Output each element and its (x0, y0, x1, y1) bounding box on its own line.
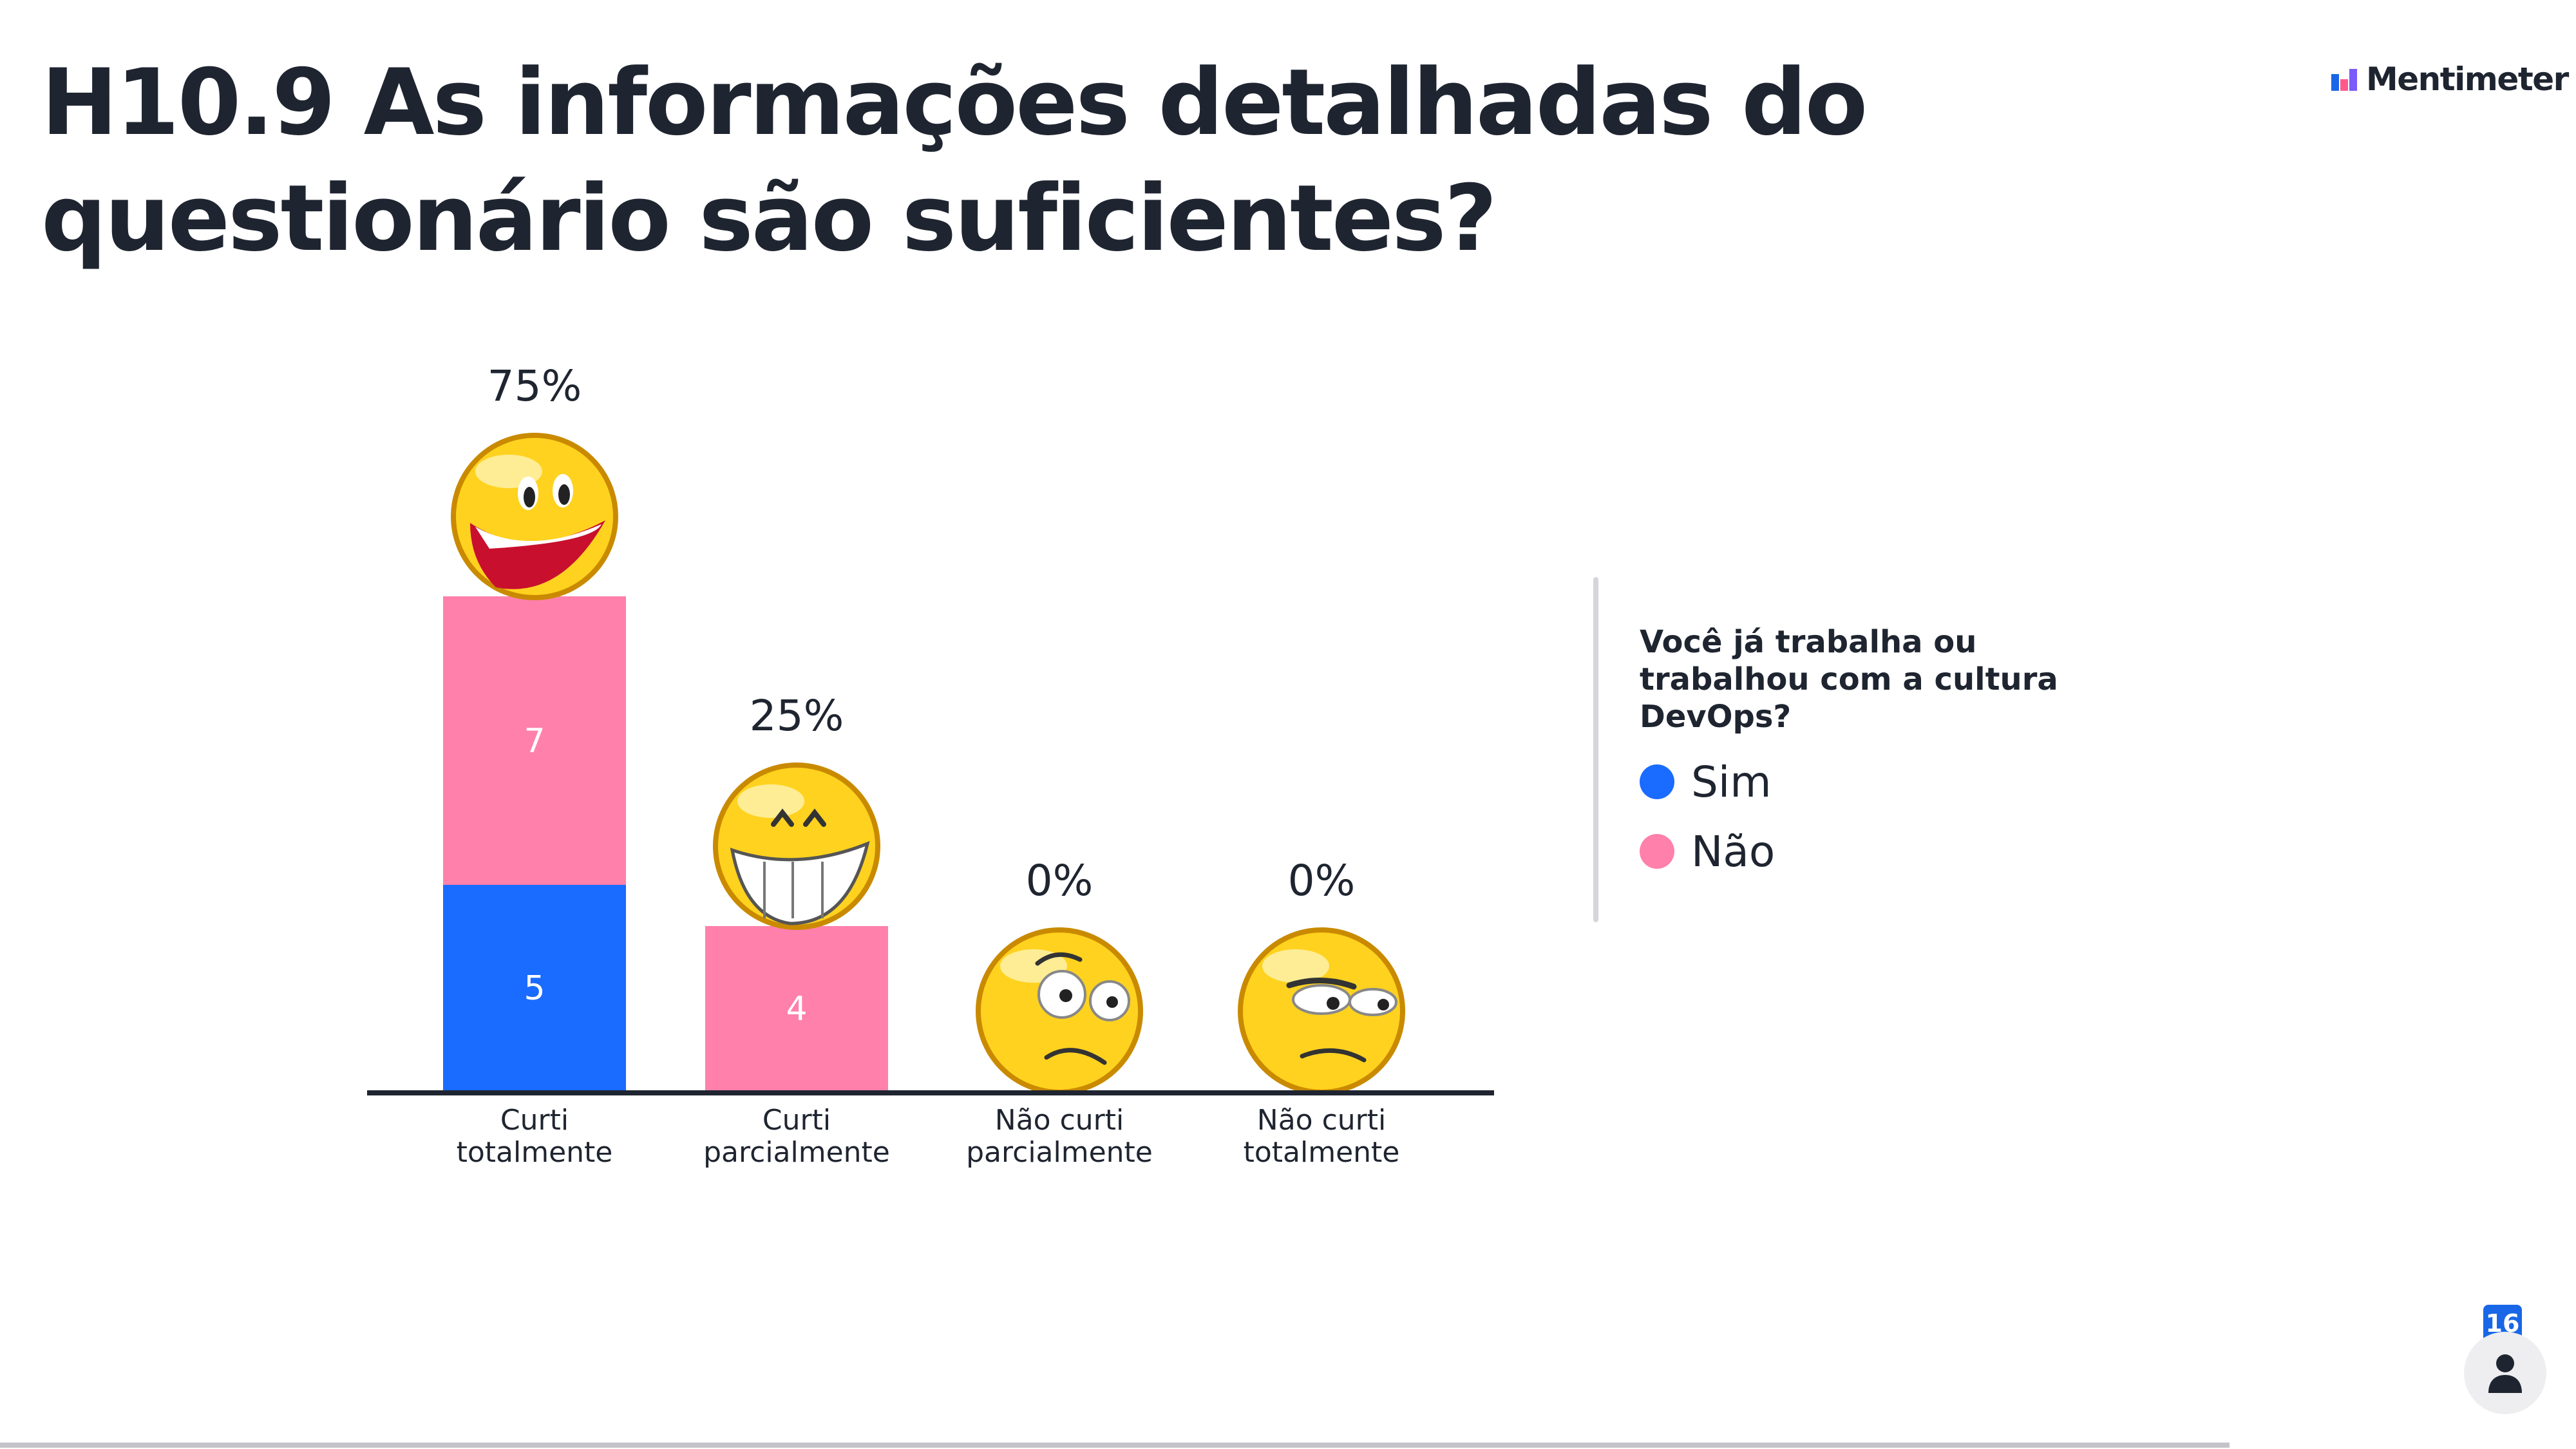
percent-label: 25% (750, 691, 844, 741)
worried-emoji (976, 927, 1143, 1095)
grin-emoji (713, 762, 880, 930)
category-label: Curti parcialmente (703, 1104, 890, 1169)
slide-title: H10.9 As informações detalhadas do quest… (41, 50, 1868, 272)
category-label: Curti totalmente (457, 1104, 613, 1169)
percent-label: 75% (488, 361, 582, 411)
legend-item-nao: Não (1640, 826, 1775, 877)
legend-label-nao: Não (1691, 826, 1776, 876)
legend-item-sim: Sim (1640, 756, 1772, 808)
legend-title: Você já trabalha ou trabalhou com a cult… (1640, 624, 2058, 735)
bar-value-label: 5 (524, 969, 545, 1008)
big-laugh-emoji (451, 433, 618, 600)
category-label: Não curti parcialmente (966, 1104, 1153, 1169)
brand-name: Mentimeter (2366, 61, 2569, 98)
mentimeter-logo-icon (2331, 69, 2357, 91)
bar-value-label: 7 (524, 722, 545, 761)
category-label: Não curti totalmente (1244, 1104, 1400, 1169)
legend-swatch-sim (1640, 764, 1674, 799)
bar-curti-totalmente-nao (443, 596, 626, 885)
bar-chart: 5 7 75% Curti totalmente 4 25% Curti parcialment… (367, 361, 1494, 1169)
annoyed-emoji (1238, 927, 1405, 1095)
legend-swatch-nao (1640, 834, 1674, 869)
brand: Mentimeter (2330, 57, 2569, 102)
legend-divider (1593, 577, 1598, 922)
participants-button[interactable] (2464, 1332, 2546, 1414)
bar-value-label: 4 (786, 990, 807, 1028)
person-icon (2488, 1354, 2522, 1393)
bar-curti-totalmente-sim (443, 885, 626, 1091)
percent-label: 0% (1288, 856, 1356, 905)
bar-curti-parcialmente-nao (705, 926, 888, 1091)
progress-track (0, 1443, 2230, 1448)
legend-label-sim: Sim (1691, 757, 1772, 807)
percent-label: 0% (1026, 856, 1094, 905)
